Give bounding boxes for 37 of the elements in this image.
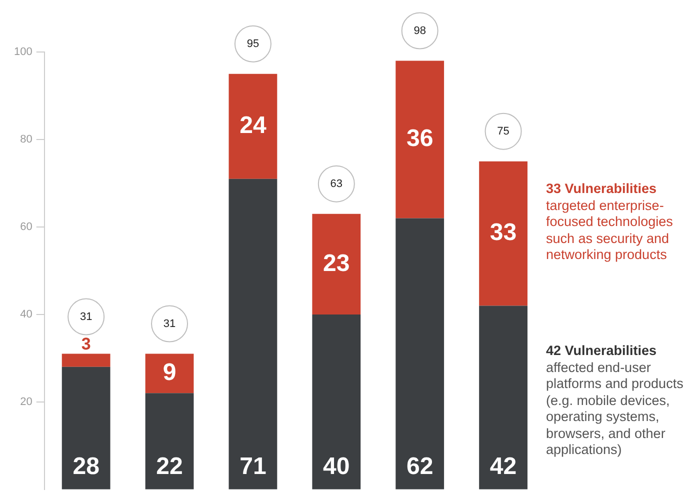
bar — [479, 306, 528, 490]
text: 42 Vulnerabilities affected end-user platforms and products (e.g. mobile devices, operating systems, browsers, and other applications) — [546, 343, 684, 459]
total-label: 95 — [246, 38, 260, 50]
bar — [312, 314, 361, 490]
y-tick-label: 20 — [20, 396, 32, 408]
bar — [396, 60, 444, 218]
data-label: 22 — [156, 453, 183, 480]
bar — [228, 74, 278, 179]
y-tick-label: 40 — [20, 308, 32, 320]
data-label: 40 — [323, 453, 350, 480]
bar — [145, 354, 194, 394]
y-tick-label: 80 — [20, 134, 32, 146]
bar — [396, 218, 444, 490]
data-label: 33 — [490, 219, 517, 246]
bar — [62, 354, 110, 367]
data-label: 24 — [240, 112, 267, 139]
total-label: 63 — [330, 178, 343, 190]
data-label: 62 — [406, 453, 434, 480]
total-label: 31 — [163, 318, 176, 330]
data-label: 3 — [81, 334, 91, 354]
y-tick-label: 60 — [20, 220, 32, 233]
total-label: 75 — [497, 125, 510, 138]
bar — [479, 161, 528, 306]
total-label: 31 — [80, 310, 92, 323]
data-label: 28 — [72, 453, 100, 480]
data-label: 36 — [406, 125, 434, 152]
data-label: 23 — [323, 250, 350, 277]
total-label: 98 — [414, 24, 426, 37]
data-label: 9 — [162, 359, 176, 386]
y-tick-label: 100 — [14, 46, 32, 58]
bar — [228, 178, 278, 490]
bar — [62, 366, 110, 490]
data-label: 71 — [240, 453, 266, 480]
bar — [145, 393, 194, 490]
data-label: 42 — [490, 453, 517, 480]
bar — [312, 214, 361, 314]
text: 33 Vulnerabilities targeted enterprise-focused technologies such as security and networking products — [546, 181, 674, 264]
